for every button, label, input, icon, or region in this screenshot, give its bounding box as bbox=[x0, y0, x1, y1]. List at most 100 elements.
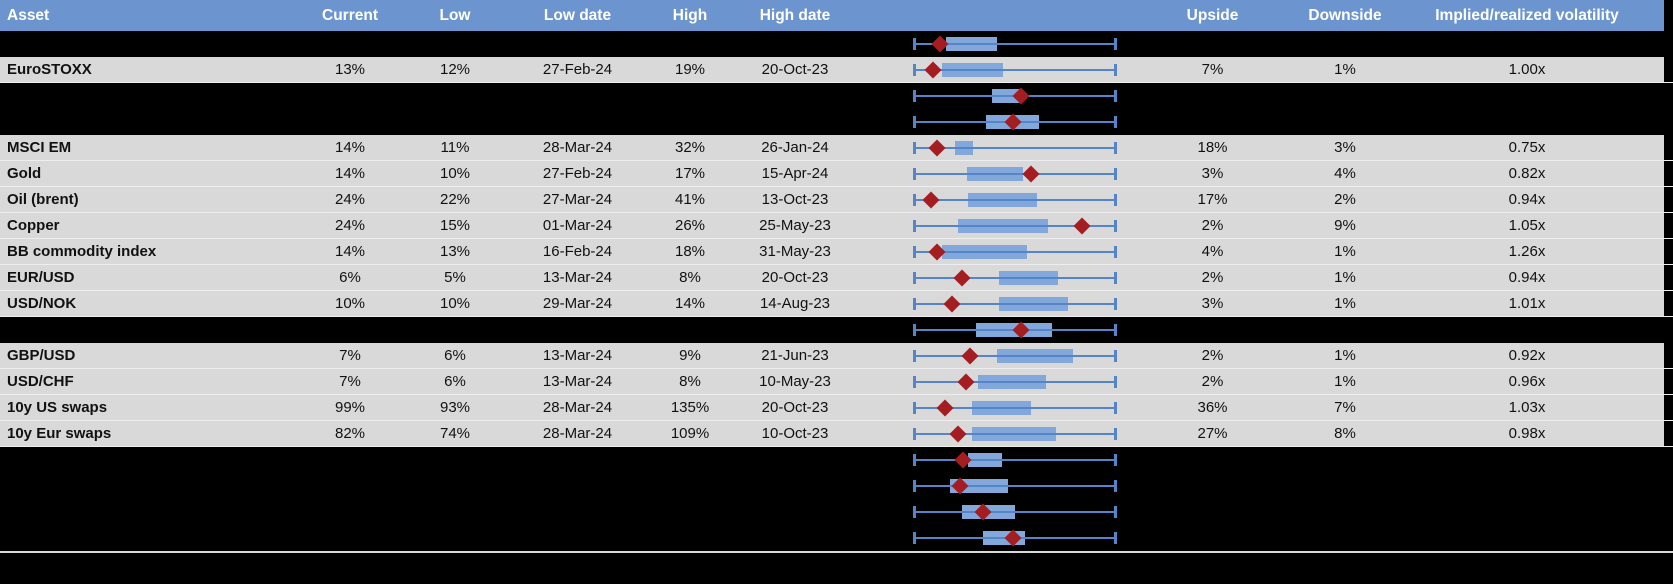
cell-implied-realized[interactable]: 0.82x bbox=[1508, 165, 1546, 182]
cell-low-date[interactable]: 29-Mar-24 bbox=[542, 295, 613, 312]
cell-low-date[interactable]: 27-Feb-24 bbox=[542, 61, 613, 78]
cell-high[interactable]: 18% bbox=[674, 243, 706, 260]
cell-current[interactable]: 13% bbox=[334, 61, 366, 78]
cell-upside[interactable]: 18% bbox=[1197, 139, 1228, 156]
cell-asset[interactable]: BB commodity index bbox=[7, 243, 157, 260]
cell-downside[interactable]: 1% bbox=[1334, 269, 1356, 286]
cell-low-date[interactable]: 28-Mar-24 bbox=[542, 139, 613, 156]
cell-downside[interactable]: 2% bbox=[1334, 191, 1356, 208]
cell-low-date[interactable]: 28-Mar-24 bbox=[542, 425, 613, 442]
cell-downside[interactable]: 3% bbox=[1334, 139, 1356, 156]
cell-low[interactable]: 5% bbox=[444, 269, 466, 286]
cell-current[interactable]: 6% bbox=[339, 269, 361, 286]
cell-upside[interactable]: 3% bbox=[1201, 165, 1224, 182]
cell-asset[interactable]: EuroSTOXX bbox=[7, 61, 92, 78]
cell-implied-realized[interactable]: 1.01x bbox=[1508, 295, 1546, 312]
cell-upside[interactable]: 4% bbox=[1201, 243, 1224, 260]
cell-asset[interactable]: Copper bbox=[7, 217, 60, 234]
cell-low[interactable]: 10% bbox=[439, 165, 471, 182]
cell-high-date[interactable]: 26-Jan-24 bbox=[761, 139, 829, 156]
cell-high[interactable]: 41% bbox=[674, 191, 706, 208]
cell-low[interactable]: 6% bbox=[444, 373, 466, 390]
cell-implied-realized[interactable]: 0.98x bbox=[1508, 425, 1546, 442]
cell-current[interactable]: 14% bbox=[334, 165, 366, 182]
cell-high[interactable]: 17% bbox=[674, 165, 706, 182]
cell-implied-realized[interactable]: 1.26x bbox=[1508, 243, 1546, 260]
cell-low[interactable]: 13% bbox=[439, 243, 471, 260]
cell-implied-realized[interactable]: 1.00x bbox=[1508, 61, 1546, 78]
cell-asset[interactable]: 10y US swaps bbox=[7, 399, 108, 416]
cell-low[interactable]: 10% bbox=[439, 295, 471, 312]
cell-asset[interactable]: USD/CHF bbox=[7, 373, 74, 390]
cell-asset[interactable]: Oil (brent) bbox=[7, 191, 79, 208]
cell-high-date[interactable]: 14-Aug-23 bbox=[759, 295, 831, 312]
cell-high-date[interactable]: 15-Apr-24 bbox=[761, 165, 829, 182]
cell-low-date[interactable]: 01-Mar-24 bbox=[542, 217, 613, 234]
cell-upside[interactable]: 17% bbox=[1197, 191, 1228, 208]
cell-downside[interactable]: 8% bbox=[1334, 425, 1356, 442]
cell-current[interactable]: 99% bbox=[334, 399, 366, 416]
cell-high-date[interactable]: 25-May-23 bbox=[759, 217, 831, 234]
cell-high[interactable]: 8% bbox=[679, 373, 701, 390]
cell-low[interactable]: 74% bbox=[439, 425, 471, 442]
cell-high[interactable]: 32% bbox=[674, 139, 706, 156]
cell-high-date[interactable]: 31-May-23 bbox=[759, 243, 831, 260]
cell-downside[interactable]: 9% bbox=[1334, 217, 1356, 234]
cell-implied-realized[interactable]: 0.94x bbox=[1508, 191, 1546, 208]
cell-low[interactable]: 22% bbox=[439, 191, 471, 208]
cell-low[interactable]: 93% bbox=[439, 399, 471, 416]
cell-current[interactable]: 24% bbox=[334, 191, 366, 208]
cell-current[interactable]: 7% bbox=[339, 347, 361, 364]
cell-low[interactable]: 11% bbox=[440, 139, 470, 156]
cell-asset[interactable]: GBP/USD bbox=[7, 347, 76, 364]
cell-downside[interactable]: 7% bbox=[1334, 399, 1356, 416]
cell-high[interactable]: 26% bbox=[674, 217, 706, 234]
cell-low[interactable]: 15% bbox=[439, 217, 471, 234]
cell-implied-realized[interactable]: 1.03x bbox=[1508, 399, 1546, 416]
cell-upside[interactable]: 27% bbox=[1197, 425, 1228, 442]
cell-downside[interactable]: 1% bbox=[1334, 347, 1356, 364]
cell-high[interactable]: 109% bbox=[670, 425, 710, 442]
cell-current[interactable]: 82% bbox=[334, 425, 366, 442]
cell-high-date[interactable]: 10-May-23 bbox=[759, 373, 831, 390]
cell-high-date[interactable]: 21-Jun-23 bbox=[761, 347, 829, 364]
cell-implied-realized[interactable]: 0.92x bbox=[1508, 347, 1546, 364]
cell-current[interactable]: 7% bbox=[339, 373, 361, 390]
cell-high[interactable]: 14% bbox=[674, 295, 706, 312]
cell-downside[interactable]: 1% bbox=[1334, 295, 1356, 312]
cell-low-date[interactable]: 13-Mar-24 bbox=[542, 373, 613, 390]
cell-current[interactable]: 14% bbox=[334, 243, 366, 260]
cell-downside[interactable]: 4% bbox=[1334, 165, 1356, 182]
cell-low-date[interactable]: 16-Feb-24 bbox=[542, 243, 613, 260]
cell-upside[interactable]: 7% bbox=[1201, 61, 1224, 78]
cell-asset[interactable]: USD/NOK bbox=[7, 295, 77, 312]
cell-upside[interactable]: 36% bbox=[1197, 399, 1228, 416]
cell-high-date[interactable]: 20-Oct-23 bbox=[761, 269, 829, 286]
cell-asset[interactable]: MSCI EM bbox=[7, 139, 72, 156]
cell-low-date[interactable]: 27-Mar-24 bbox=[542, 191, 613, 208]
cell-high-date[interactable]: 13-Oct-23 bbox=[761, 191, 829, 208]
cell-upside[interactable]: 2% bbox=[1201, 269, 1224, 286]
cell-high-date[interactable]: 20-Oct-23 bbox=[761, 61, 829, 78]
cell-downside[interactable]: 1% bbox=[1334, 373, 1356, 390]
cell-high[interactable]: 9% bbox=[679, 347, 701, 364]
cell-low-date[interactable]: 27-Feb-24 bbox=[542, 165, 613, 182]
cell-asset[interactable]: EUR/USD bbox=[7, 269, 75, 286]
cell-current[interactable]: 10% bbox=[334, 295, 366, 312]
cell-high[interactable]: 8% bbox=[679, 269, 701, 286]
cell-low-date[interactable]: 13-Mar-24 bbox=[542, 347, 613, 364]
cell-implied-realized[interactable]: 0.75x bbox=[1508, 139, 1546, 156]
cell-high[interactable]: 135% bbox=[670, 399, 710, 416]
cell-upside[interactable]: 2% bbox=[1201, 347, 1224, 364]
cell-low[interactable]: 12% bbox=[439, 61, 471, 78]
cell-implied-realized[interactable]: 1.05x bbox=[1508, 217, 1546, 234]
cell-implied-realized[interactable]: 0.94x bbox=[1508, 269, 1546, 286]
cell-high-date[interactable]: 20-Oct-23 bbox=[761, 399, 829, 416]
cell-upside[interactable]: 2% bbox=[1201, 217, 1224, 234]
cell-asset[interactable]: Gold bbox=[7, 165, 42, 182]
cell-upside[interactable]: 3% bbox=[1201, 295, 1224, 312]
cell-high-date[interactable]: 10-Oct-23 bbox=[761, 425, 829, 442]
cell-downside[interactable]: 1% bbox=[1334, 61, 1356, 78]
cell-high[interactable]: 19% bbox=[674, 61, 706, 78]
cell-asset[interactable]: 10y Eur swaps bbox=[7, 425, 112, 442]
